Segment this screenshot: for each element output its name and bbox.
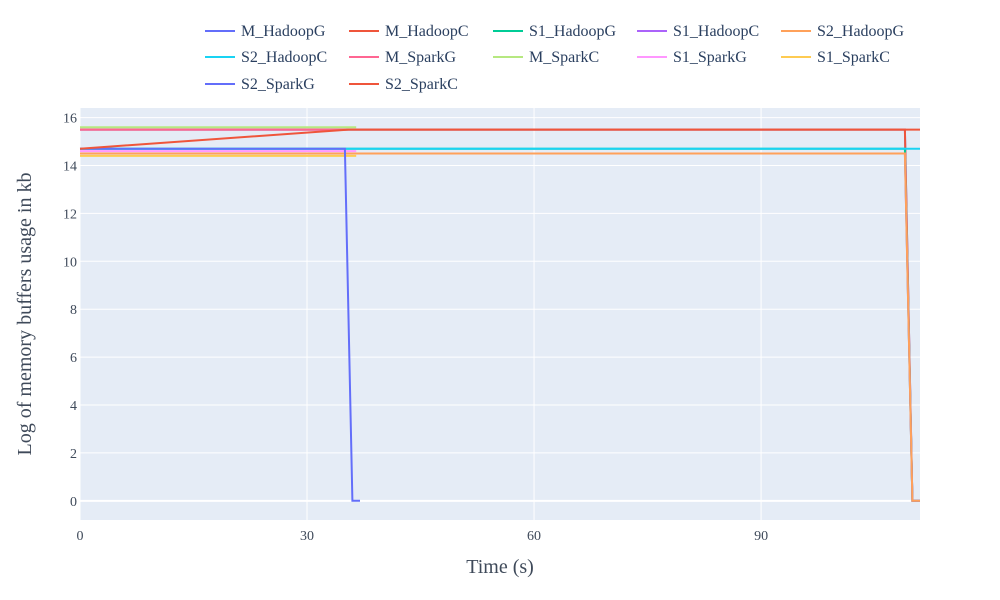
legend-label: S2_HadoopC [241,49,327,66]
y-tick-label: 14 [63,159,77,174]
legend: M_HadoopG M_HadoopC S1_HadoopG S1_HadoopC S2… [205,23,905,93]
gridlines [79,108,920,520]
legend-item[interactable]: S1_HadoopC [637,23,759,40]
legend-item[interactable]: M_SparkG [349,49,457,66]
legend-label: S1_HadoopG [529,23,617,40]
plot-background [80,108,920,520]
x-tick-label: 90 [754,529,768,544]
series-lines [79,126,920,502]
legend-item[interactable]: S2_HadoopC [205,49,327,66]
series-line-s2-sparkc [79,128,920,150]
x-tick-label: 30 [300,529,314,544]
legend-label: M_SparkG [385,49,457,66]
y-tick-label: 4 [70,399,77,414]
legend-item[interactable]: M_HadoopC [349,23,469,40]
legend-item[interactable]: S2_SparkC [349,76,458,93]
x-tick-label: 0 [77,529,84,544]
legend-item[interactable]: M_SparkC [493,49,599,66]
legend-label: S2_SparkG [241,76,315,93]
legend-label: S2_SparkC [385,76,458,93]
x-axis-title: Time (s) [466,556,534,578]
legend-label: S1_SparkG [673,49,747,66]
x-axis-ticks: 0 30 60 90 [77,529,769,544]
legend-item[interactable]: S2_SparkG [205,76,315,93]
y-tick-label: 2 [70,447,77,462]
legend-item[interactable]: S1_SparkG [637,49,747,66]
legend-label: M_HadoopC [385,23,469,40]
y-tick-label: 8 [70,303,77,318]
legend-item[interactable]: S1_SparkC [781,49,890,66]
legend-item[interactable]: S2_HadoopG [781,23,905,40]
legend-item[interactable]: S1_HadoopG [493,23,617,40]
y-axis-ticks: 0 2 4 6 8 10 12 14 16 [63,112,77,510]
legend-label: S1_HadoopC [673,23,759,40]
legend-label: S2_HadoopG [817,23,905,40]
legend-label: S1_SparkC [817,49,890,66]
legend-label: M_SparkC [529,49,599,66]
series-line-s2-hadoopg [80,152,920,502]
y-tick-label: 16 [63,112,77,127]
y-tick-label: 0 [70,495,77,510]
y-tick-label: 10 [63,255,77,270]
x-tick-label: 60 [527,529,541,544]
legend-label: M_HadoopG [241,23,326,40]
y-tick-label: 12 [63,207,77,222]
series-line-s2-sparkg [80,147,360,502]
legend-item[interactable]: M_HadoopG [205,23,326,40]
y-tick-label: 6 [70,351,77,366]
y-axis-title: Log of memory buffers usage in kb [14,173,36,456]
